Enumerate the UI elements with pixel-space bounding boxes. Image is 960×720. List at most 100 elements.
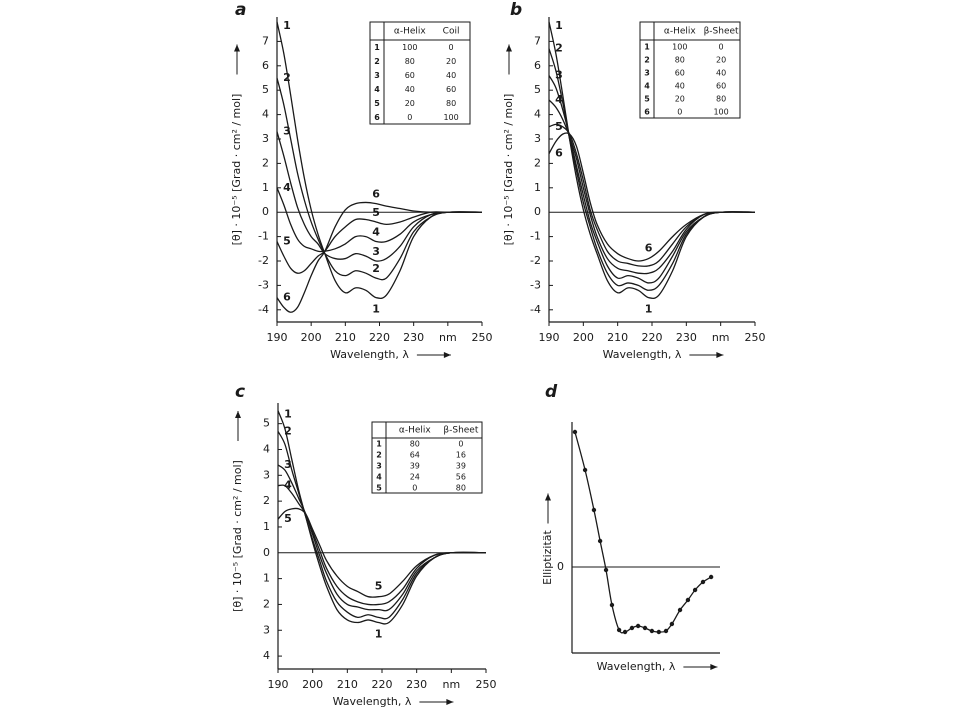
y-tick-label: 2 bbox=[534, 156, 541, 169]
curve bbox=[276, 211, 482, 274]
table-cell: 3 bbox=[644, 69, 650, 78]
x-axis-arrow bbox=[443, 352, 451, 358]
table-cell: 60 bbox=[446, 85, 456, 94]
y-tick-label: 1 bbox=[534, 181, 541, 194]
data-point bbox=[635, 623, 641, 629]
x-tick-label: 190 bbox=[267, 331, 288, 344]
y-tick-label: -1 bbox=[258, 230, 269, 243]
curve-label: 4 bbox=[283, 181, 291, 194]
data-point bbox=[692, 587, 698, 593]
table-cell: 40 bbox=[405, 85, 415, 94]
curve bbox=[276, 21, 483, 300]
data-point bbox=[685, 597, 691, 603]
y-tick-label: 4 bbox=[262, 108, 269, 121]
curve-label: 2 bbox=[283, 71, 291, 84]
data-point bbox=[572, 429, 578, 435]
data-point bbox=[609, 602, 615, 608]
y-tick-label: -3 bbox=[530, 278, 541, 291]
table-cell: 39 bbox=[410, 462, 420, 471]
y-tick-label: 5 bbox=[262, 83, 269, 96]
data-point bbox=[700, 579, 706, 585]
curve-label: 6 bbox=[645, 242, 653, 255]
curve-label: 5 bbox=[555, 120, 563, 133]
table-cell: 60 bbox=[675, 69, 685, 78]
table-cell: 80 bbox=[716, 95, 726, 104]
table-cell: 1 bbox=[644, 43, 650, 52]
data-point bbox=[649, 628, 655, 634]
table-cell: 80 bbox=[675, 56, 685, 65]
x-tick-label: 210 bbox=[607, 331, 628, 344]
x-axis-arrow bbox=[716, 352, 724, 358]
y-axis-label: Elliptizität bbox=[541, 529, 554, 584]
curve-label: 6 bbox=[372, 188, 380, 201]
curve bbox=[276, 131, 483, 262]
curve-label: 4 bbox=[284, 479, 292, 492]
y-tick-label: 1 bbox=[263, 520, 270, 533]
curve-label: 1 bbox=[645, 303, 653, 316]
table-cell: 1 bbox=[376, 440, 382, 449]
y-axis-arrow bbox=[506, 44, 512, 52]
table-cell: 60 bbox=[405, 71, 415, 80]
data-point bbox=[677, 607, 683, 613]
curve bbox=[276, 77, 483, 281]
table-cell: 4 bbox=[374, 85, 380, 94]
panel-label: d bbox=[545, 382, 558, 402]
y-tick-label: -4 bbox=[530, 303, 541, 316]
y-tick-label: 4 bbox=[263, 442, 270, 455]
y-tick-label: 0 bbox=[534, 205, 541, 218]
data-point bbox=[642, 625, 648, 631]
curve bbox=[276, 187, 483, 253]
y-tick-label: -2 bbox=[258, 254, 269, 267]
curve bbox=[276, 201, 482, 313]
x-tick-label: 230 bbox=[676, 331, 697, 344]
table-cell: 2 bbox=[376, 451, 382, 460]
table-cell: 80 bbox=[410, 440, 420, 449]
x-tick-label: 220 bbox=[369, 331, 390, 344]
table-cell: 39 bbox=[456, 462, 466, 471]
y-tick-label: 3 bbox=[263, 623, 270, 636]
curve bbox=[277, 431, 487, 620]
table-cell: 20 bbox=[446, 57, 456, 66]
y-tick-label: 3 bbox=[534, 132, 541, 145]
data-point bbox=[663, 628, 669, 634]
data-point bbox=[622, 629, 628, 635]
table-cell: 5 bbox=[644, 95, 650, 104]
curve bbox=[277, 484, 487, 606]
table-cell: 20 bbox=[405, 99, 415, 108]
table-cell: 1 bbox=[374, 43, 380, 52]
table-cell: 40 bbox=[675, 82, 685, 91]
x-tick-label: 200 bbox=[301, 331, 322, 344]
table-cell: 24 bbox=[410, 473, 420, 482]
table-cell: 4 bbox=[644, 82, 650, 91]
x-tick-label: 200 bbox=[573, 331, 594, 344]
y-tick-label: 6 bbox=[534, 59, 541, 72]
curve-label: 3 bbox=[284, 458, 292, 471]
curve-label: 6 bbox=[555, 147, 563, 160]
table-cell: 6 bbox=[644, 108, 650, 117]
table-cell: 16 bbox=[456, 451, 466, 460]
y-tick-label: 5 bbox=[534, 83, 541, 96]
y-tick-label: 0 bbox=[262, 205, 269, 218]
table-cell: 3 bbox=[376, 462, 382, 471]
x-tick-label: nm bbox=[442, 678, 460, 691]
curve-label: 2 bbox=[284, 424, 292, 437]
y-tick-label: 4 bbox=[263, 649, 270, 662]
table-cell: 0 bbox=[412, 484, 417, 493]
y-axis-label: [θ] · 10⁻⁵ [Grad · cm² / mol] bbox=[231, 460, 244, 612]
curve-label: 5 bbox=[283, 234, 291, 247]
data-point bbox=[656, 629, 662, 635]
table-cell: 56 bbox=[456, 473, 466, 482]
curve-label: 3 bbox=[283, 125, 291, 138]
curve-label: 1 bbox=[284, 408, 292, 421]
table-header: β-Sheet bbox=[704, 27, 739, 37]
y-axis-arrow bbox=[234, 44, 240, 52]
table-cell: 100 bbox=[713, 108, 728, 117]
curve-label: 5 bbox=[372, 206, 380, 219]
panel-label: a bbox=[235, 0, 246, 20]
y-tick-label: 3 bbox=[262, 132, 269, 145]
y-tick-label: -4 bbox=[258, 303, 269, 316]
x-tick-label: 220 bbox=[372, 678, 393, 691]
y-tick-label: 0 bbox=[557, 560, 564, 573]
x-tick-label: 190 bbox=[268, 678, 289, 691]
